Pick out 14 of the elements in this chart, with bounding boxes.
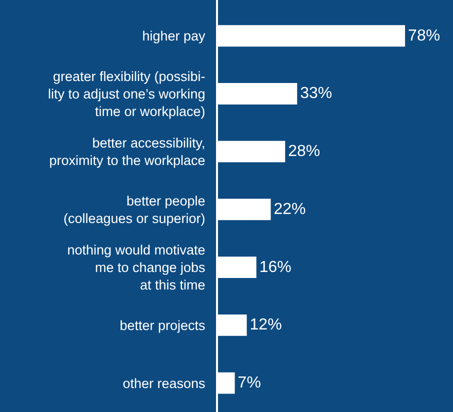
y-tick-label: better projects xyxy=(120,318,206,333)
data-label: 78% xyxy=(408,27,440,44)
y-tick-label: higher pay xyxy=(142,28,206,44)
data-label: 33% xyxy=(300,85,332,102)
data-label: 12% xyxy=(250,316,282,334)
data-label: 7% xyxy=(238,374,261,392)
y-tick-label: nothing would motivate me to change jobs at this time xyxy=(67,242,206,293)
data-label: 28% xyxy=(288,143,320,160)
y-tick-label: better people (colleagues or superior) xyxy=(63,193,206,226)
data-label: 22% xyxy=(274,200,306,218)
y-tick-label: greater flexibility (possibi- lity to adjust one’s working time or workplace) xyxy=(48,68,206,120)
y-tick-label: better accessibility, proximity to the workplace xyxy=(49,136,206,168)
y-tick-label: other reasons xyxy=(122,376,206,391)
data-label: 16% xyxy=(259,258,292,276)
